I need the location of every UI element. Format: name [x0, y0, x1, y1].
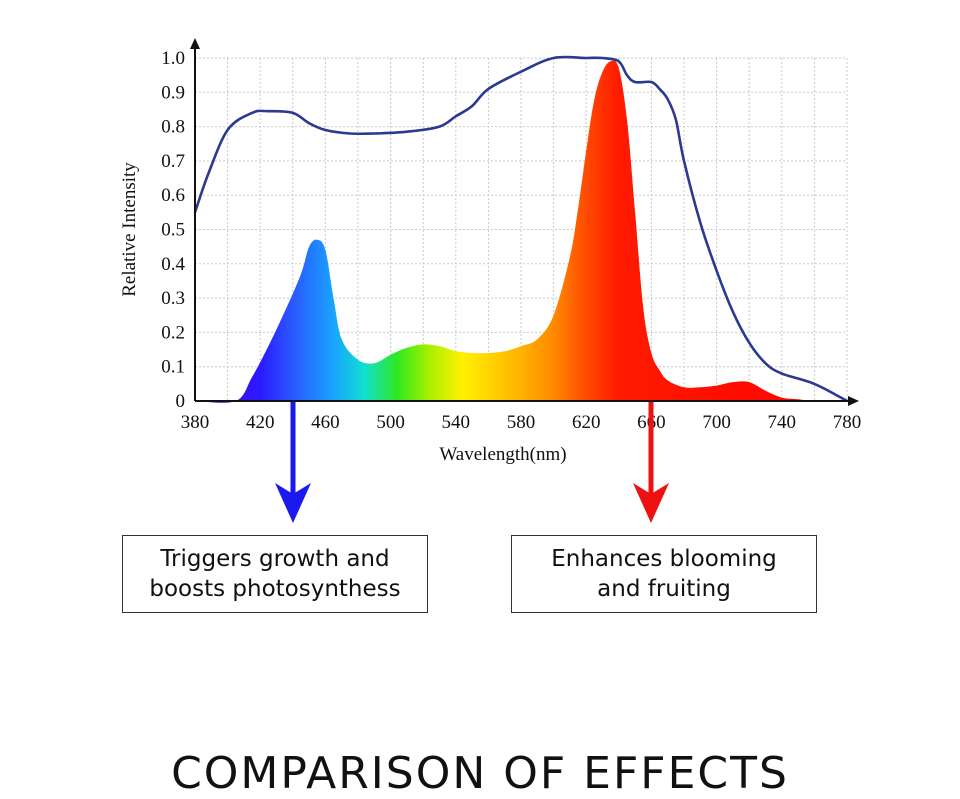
x-tick-label: 700 [702, 412, 731, 433]
y-tick-label: 1.0 [161, 48, 185, 69]
callout-red-arrow-icon [633, 483, 669, 523]
y-axis-arrow-icon [190, 38, 200, 49]
y-tick-label: 0.2 [161, 322, 185, 343]
y-tick-label: 0.4 [161, 254, 185, 275]
y-tick-label: 0.8 [161, 117, 185, 138]
series-led-spectrum-fill [195, 60, 847, 403]
y-tick-label: 0.5 [161, 220, 185, 241]
x-tick-label: 780 [833, 412, 862, 433]
y-tick-label: 0.6 [161, 185, 185, 206]
x-tick-label: 540 [442, 412, 471, 433]
y-tick-label: 0.3 [161, 288, 185, 309]
x-tick-label: 380 [181, 412, 210, 433]
x-axis-title: Wavelength(nm) [439, 444, 566, 465]
x-axis-arrow-icon [848, 396, 859, 406]
x-tick-label: 740 [768, 412, 797, 433]
section-title: COMPARISON OF EFFECTS [171, 748, 789, 799]
callout-blue-effect: Triggers growth and boosts photosynthess [122, 535, 428, 613]
y-tick-label: 0 [176, 391, 186, 412]
series-absorption-line [193, 55, 848, 403]
y-tick-label: 0.7 [161, 151, 185, 172]
x-tick-label: 500 [376, 412, 405, 433]
callout-red-effect: Enhances blooming and fruiting [511, 535, 817, 613]
x-tick-label: 460 [311, 412, 340, 433]
y-tick-label: 0.9 [161, 82, 185, 103]
x-tick-label: 420 [246, 412, 275, 433]
x-tick-label: 580 [507, 412, 536, 433]
y-tick-label: 0.1 [161, 357, 185, 378]
callout-blue-arrow-icon [275, 483, 311, 523]
x-tick-label: 620 [572, 412, 601, 433]
y-axis-title: Relative Intensity [119, 162, 140, 297]
